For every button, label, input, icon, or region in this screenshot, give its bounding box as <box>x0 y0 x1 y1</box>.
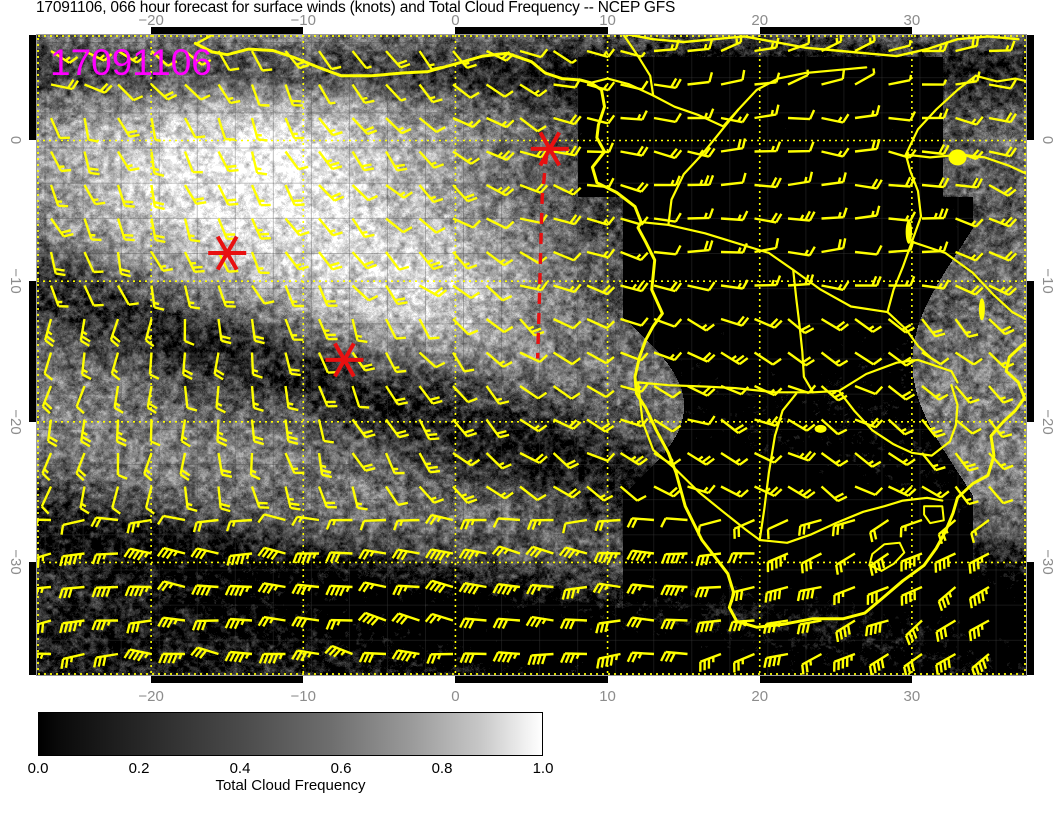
x-tick-bottom-5: 30 <box>903 688 921 705</box>
figure-title: 17091106, 066 hour forecast for surface … <box>36 0 676 16</box>
y-tick-right-0: 0 <box>1039 136 1056 145</box>
x-tick-top-4: 20 <box>751 12 769 29</box>
x-tick-top-1: −10 <box>290 12 316 29</box>
x-tick-top-5: 30 <box>903 12 921 29</box>
x-tick-bottom-1: −10 <box>290 688 316 705</box>
colorbar-tick-0: 0.0 <box>27 760 49 777</box>
y-tick-right-2: −20 <box>1039 409 1056 435</box>
x-tick-top-2: 0 <box>451 12 460 29</box>
map-overlay-vectors <box>37 35 1026 675</box>
colorbar-title: Total Cloud Frequency <box>215 777 366 794</box>
x-tick-bottom-4: 20 <box>751 688 769 705</box>
cloud-frequency-raster <box>37 35 1026 675</box>
y-tick-left-2: −20 <box>7 409 24 435</box>
colorbar[interactable] <box>38 712 543 756</box>
colorbar-tick-5: 1.0 <box>532 760 554 777</box>
x-tick-bottom-2: 0 <box>451 688 460 705</box>
cyclone-markers <box>208 131 569 378</box>
axis-rail-right <box>1027 34 1034 676</box>
map-panel[interactable] <box>36 34 1027 676</box>
x-tick-top-3: 10 <box>599 12 616 29</box>
x-tick-bottom-3: 10 <box>599 688 616 705</box>
y-tick-right-1: −10 <box>1039 268 1056 294</box>
axis-rail-left <box>29 34 36 676</box>
date-stamp: 17091106 <box>50 42 212 83</box>
axis-rail-top <box>36 27 1027 34</box>
colorbar-tick-4: 0.8 <box>431 760 453 777</box>
y-tick-left-0: 0 <box>7 136 24 145</box>
coastline-borders <box>193 35 1026 629</box>
y-tick-right-3: −30 <box>1039 549 1056 576</box>
colorbar-tick-2: 0.4 <box>229 760 251 777</box>
colorbar-tick-3: 0.6 <box>330 760 352 777</box>
colorbar-tick-1: 0.2 <box>128 760 150 777</box>
wind-barb-field <box>37 35 1018 675</box>
axis-rail-bottom <box>36 676 1027 683</box>
y-tick-left-3: −30 <box>7 549 24 576</box>
x-tick-bottom-0: −20 <box>138 688 164 705</box>
y-tick-left-1: −10 <box>7 268 24 294</box>
x-tick-top-0: −20 <box>138 12 164 29</box>
storm-track <box>535 153 549 359</box>
